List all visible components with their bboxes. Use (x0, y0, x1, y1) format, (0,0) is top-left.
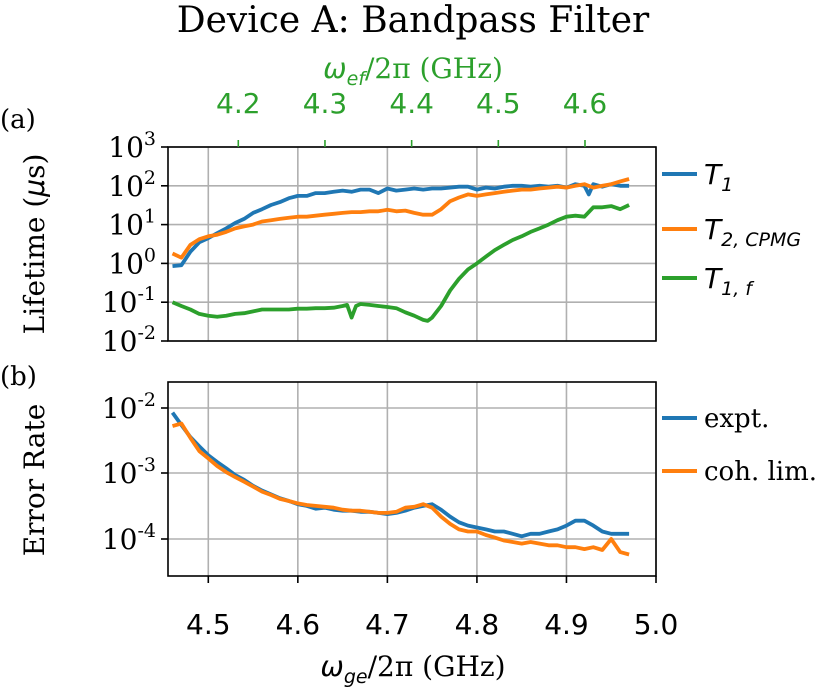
y-tick-exponent: -3 (137, 454, 156, 476)
y-tick-base: 10 (108, 131, 144, 164)
series-line-t1-f (171, 203, 630, 323)
top-tick-label: 4.4 (389, 87, 434, 120)
y-tick-label: 100 (108, 244, 156, 280)
y-tick-exponent: -1 (137, 283, 156, 305)
y-tick-label: 102 (108, 167, 156, 203)
y-tick-base: 10 (102, 523, 138, 556)
bottom-axis-label: ωge/2π (GHz) (320, 650, 505, 688)
y-tick-exponent: 2 (144, 167, 156, 189)
y-tick-label: 10-3 (102, 454, 156, 490)
y-tick-base: 10 (108, 170, 144, 203)
panel-a-series (171, 177, 630, 323)
y-tick-exponent: -2 (137, 389, 156, 411)
y-tick-label: 103 (108, 128, 156, 164)
legend-label: expt. (704, 404, 769, 434)
panel-b-error-rate: 10-410-310-2 4.5 4.6 4.7 4.8 4.9 5.0 Error Ra… (18, 381, 817, 641)
y-tick-label: 10-2 (102, 389, 156, 425)
y-tick-base: 10 (102, 392, 138, 425)
y-tick-label: 10-1 (102, 283, 156, 319)
panel-label-a: (a) (0, 105, 36, 135)
top-axis-ticks: 4.2 4.3 4.4 4.5 4.6 (216, 87, 607, 147)
panel-b-series (170, 411, 630, 557)
y-tick-label: 101 (108, 206, 156, 242)
x-tick-label: 4.7 (365, 608, 410, 641)
x-tick-label: 4.9 (544, 608, 589, 641)
legend-label: T2, CPMG (704, 213, 801, 251)
legend-symbol: T (704, 262, 723, 295)
panel-b-legend: expt. coh. lim. (662, 404, 817, 487)
legend-symbol: T (704, 158, 723, 191)
panel-a-y-label: Lifetime (μs) (18, 154, 51, 335)
y-tick-base: 10 (108, 209, 144, 242)
panel-b-y-ticks: 10-410-310-2 (102, 389, 168, 556)
legend-label: coh. lim. (704, 457, 817, 487)
x-tick-label: 4.8 (455, 608, 500, 641)
top-axis-label: ωef/2π (GHz) (323, 52, 503, 90)
series-line-t2-cpmg (171, 177, 630, 260)
legend-label: T1, f (704, 262, 755, 300)
x-tick-label: 5.0 (634, 608, 679, 641)
series-line-coh-lim- (171, 421, 630, 557)
panel-b-y-label: Error Rate (18, 404, 51, 557)
y-tick-exponent: 3 (144, 128, 156, 150)
series-line-expt- (170, 411, 630, 539)
top-tick-label: 4.5 (476, 87, 521, 120)
x-tick-label: 4.6 (276, 608, 321, 641)
y-tick-label: 10-2 (102, 322, 156, 358)
y-tick-label: 10-4 (102, 520, 156, 556)
legend-subscript: 1 (721, 174, 733, 196)
top-tick-label: 4.2 (216, 87, 261, 120)
y-tick-exponent: 0 (144, 244, 156, 266)
y-tick-base: 10 (102, 457, 138, 490)
y-tick-base: 10 (102, 325, 138, 358)
panel-label-b: (b) (0, 362, 37, 392)
chart-title: Device A: Bandpass Filter (177, 0, 650, 41)
top-tick-label: 4.6 (563, 87, 608, 120)
x-tick-label: 4.5 (186, 608, 231, 641)
legend-subscript: 1, f (721, 278, 755, 300)
y-tick-exponent: -2 (137, 322, 156, 344)
bottom-axis-ticks: 4.5 4.6 4.7 4.8 4.9 5.0 (186, 576, 678, 641)
y-tick-exponent: -4 (137, 520, 156, 542)
top-tick-label: 4.3 (303, 87, 348, 120)
y-tick-exponent: 1 (144, 206, 156, 228)
legend-symbol: T (704, 213, 723, 246)
panel-b-frame (167, 381, 657, 577)
y-tick-base: 10 (102, 286, 138, 319)
y-tick-base: 10 (108, 247, 144, 280)
legend-subscript: 2, CPMG (721, 229, 801, 251)
legend-label: T1 (704, 158, 733, 196)
